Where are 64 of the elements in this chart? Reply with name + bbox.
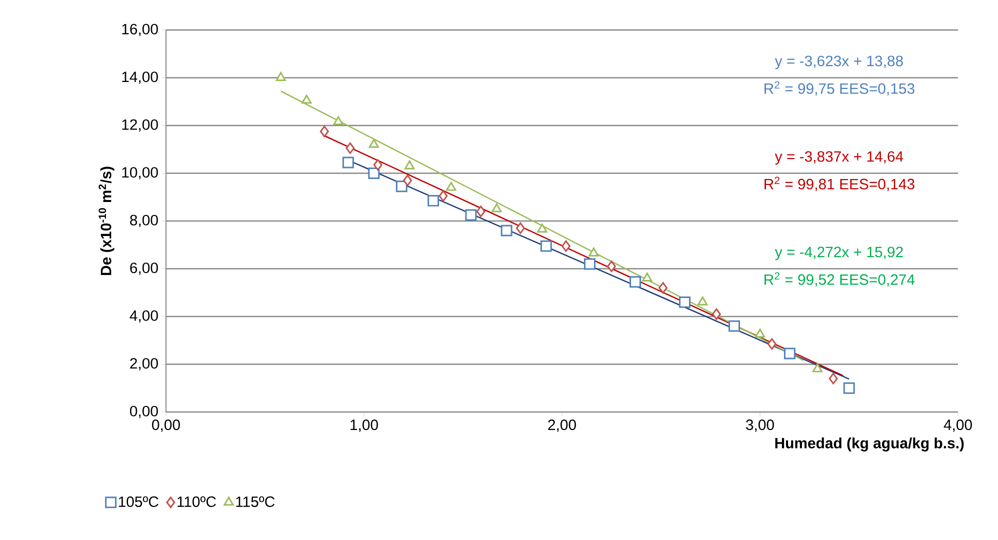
point bbox=[368, 138, 379, 148]
x-tick-label: 0,00 bbox=[152, 420, 180, 432]
point bbox=[404, 160, 415, 170]
y-tick-label: 8,00 bbox=[130, 214, 158, 228]
point bbox=[588, 248, 599, 256]
point bbox=[465, 209, 477, 221]
point bbox=[500, 224, 512, 236]
point bbox=[516, 222, 525, 234]
point bbox=[540, 240, 552, 252]
x-tick-label: 1,00 bbox=[350, 420, 378, 432]
y-tick-label: 2,00 bbox=[130, 358, 158, 370]
point bbox=[333, 116, 344, 126]
point bbox=[630, 276, 641, 288]
point bbox=[843, 382, 855, 394]
point bbox=[728, 320, 740, 332]
point bbox=[537, 224, 548, 233]
point bbox=[828, 372, 838, 384]
legend-label: 110ºC bbox=[178, 496, 216, 507]
annotation: y = -3,623x + 13,88 bbox=[774, 56, 903, 70]
point bbox=[679, 296, 690, 308]
annotation: R$^{2}$ = 99,75 EES=0,153 bbox=[764, 81, 914, 96]
y-tick-label: 0,00 bbox=[130, 406, 158, 418]
point bbox=[320, 126, 329, 138]
y-tick-label: 6,00 bbox=[130, 262, 158, 275]
point bbox=[561, 240, 570, 252]
point bbox=[698, 296, 708, 306]
annotation: y = -3,837x + 14,64 bbox=[774, 151, 904, 165]
point bbox=[754, 328, 766, 338]
point bbox=[812, 363, 822, 372]
point bbox=[642, 272, 652, 282]
x-tick-label: 3,00 bbox=[746, 420, 774, 432]
point bbox=[302, 94, 312, 104]
annotation: R$^{2}$ = 99,81 EES=0,143 bbox=[764, 176, 914, 192]
point bbox=[428, 194, 440, 206]
point bbox=[767, 338, 776, 350]
x-tick-label: 4,00 bbox=[944, 420, 972, 432]
text: De (x10$^{-10}$ m$^{2}$/s) bbox=[98, 166, 114, 275]
x-axis-title: Humedad (kg agua/kg b.s.) bbox=[775, 437, 964, 452]
annotation: y = -4,272x + 15,92 bbox=[774, 246, 903, 260]
point bbox=[342, 156, 354, 168]
point bbox=[476, 206, 486, 218]
point bbox=[403, 174, 412, 186]
point bbox=[396, 180, 408, 192]
point bbox=[492, 203, 502, 212]
x-tick-label: 2,00 bbox=[548, 420, 576, 432]
point bbox=[584, 258, 596, 270]
y-tick-label: 4,00 bbox=[130, 310, 158, 323]
legend-label: 115ºC bbox=[236, 496, 275, 507]
point bbox=[712, 308, 721, 320]
annotation: R$^{2}$ = 99,52 EES=0,274 bbox=[764, 272, 915, 287]
point bbox=[658, 282, 668, 294]
y-tick-label: 16,00 bbox=[122, 24, 158, 36]
point bbox=[373, 159, 382, 171]
point bbox=[438, 190, 448, 202]
y-tick-label: 14,00 bbox=[122, 72, 158, 84]
point bbox=[346, 142, 355, 154]
point bbox=[276, 72, 286, 81]
point bbox=[607, 260, 616, 272]
point bbox=[784, 348, 796, 360]
point bbox=[368, 168, 380, 179]
point bbox=[446, 182, 456, 191]
y-tick-label: 12,00 bbox=[122, 119, 158, 132]
y-tick-label: 10,00 bbox=[122, 167, 158, 180]
legend-label: 105ºC bbox=[118, 496, 158, 507]
